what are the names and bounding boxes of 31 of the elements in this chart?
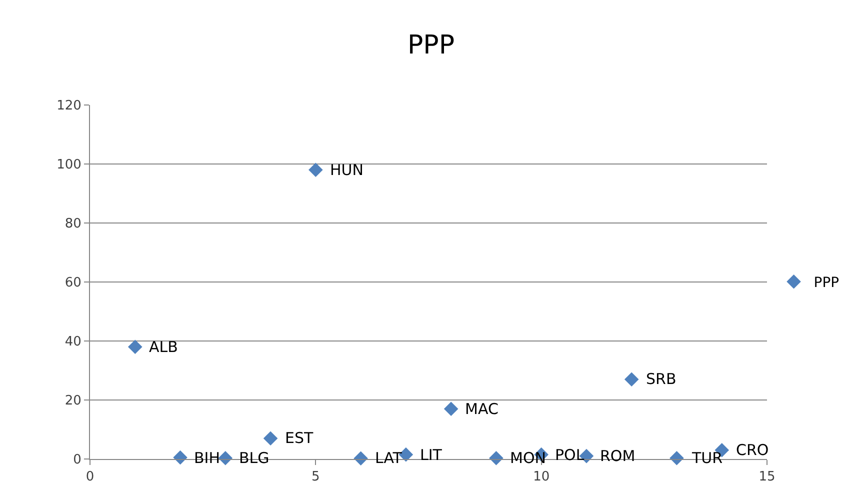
point bbox=[444, 402, 458, 416]
x-tick-label: 15 bbox=[758, 470, 776, 485]
y-tick-label: 0 bbox=[73, 452, 82, 468]
annotation: SRB bbox=[646, 370, 676, 388]
annotation: CRO bbox=[736, 441, 769, 459]
annotation: MAC bbox=[465, 400, 498, 418]
legend-label: PPP bbox=[814, 275, 840, 292]
chart-title: PPP bbox=[407, 30, 455, 60]
x-tick-label: 10 bbox=[533, 470, 550, 485]
y-tick-label: 100 bbox=[56, 158, 82, 173]
annotation: HUN bbox=[330, 161, 364, 179]
y-tick-label: 40 bbox=[64, 334, 82, 350]
annotation: LAT bbox=[375, 449, 403, 467]
annotation: TUR bbox=[691, 449, 723, 467]
y-tick-label: 80 bbox=[64, 216, 82, 232]
x-tick-label: 0 bbox=[86, 470, 94, 485]
annotation: ALB bbox=[149, 338, 178, 356]
y-tick-label: 60 bbox=[64, 276, 82, 291]
x-tick-label: 5 bbox=[312, 470, 320, 485]
annotation: MON bbox=[510, 449, 546, 467]
annotation: BIH bbox=[194, 449, 220, 467]
annotation: LIT bbox=[420, 446, 443, 464]
point bbox=[308, 162, 323, 178]
annotation: BLG bbox=[239, 449, 270, 467]
point bbox=[263, 431, 278, 446]
y-tick-label: 20 bbox=[64, 394, 82, 409]
annotation: ROM bbox=[600, 447, 636, 465]
y-tick-label: 120 bbox=[56, 98, 82, 114]
point bbox=[624, 372, 639, 386]
point bbox=[128, 340, 142, 354]
annotation: EST bbox=[285, 429, 314, 447]
